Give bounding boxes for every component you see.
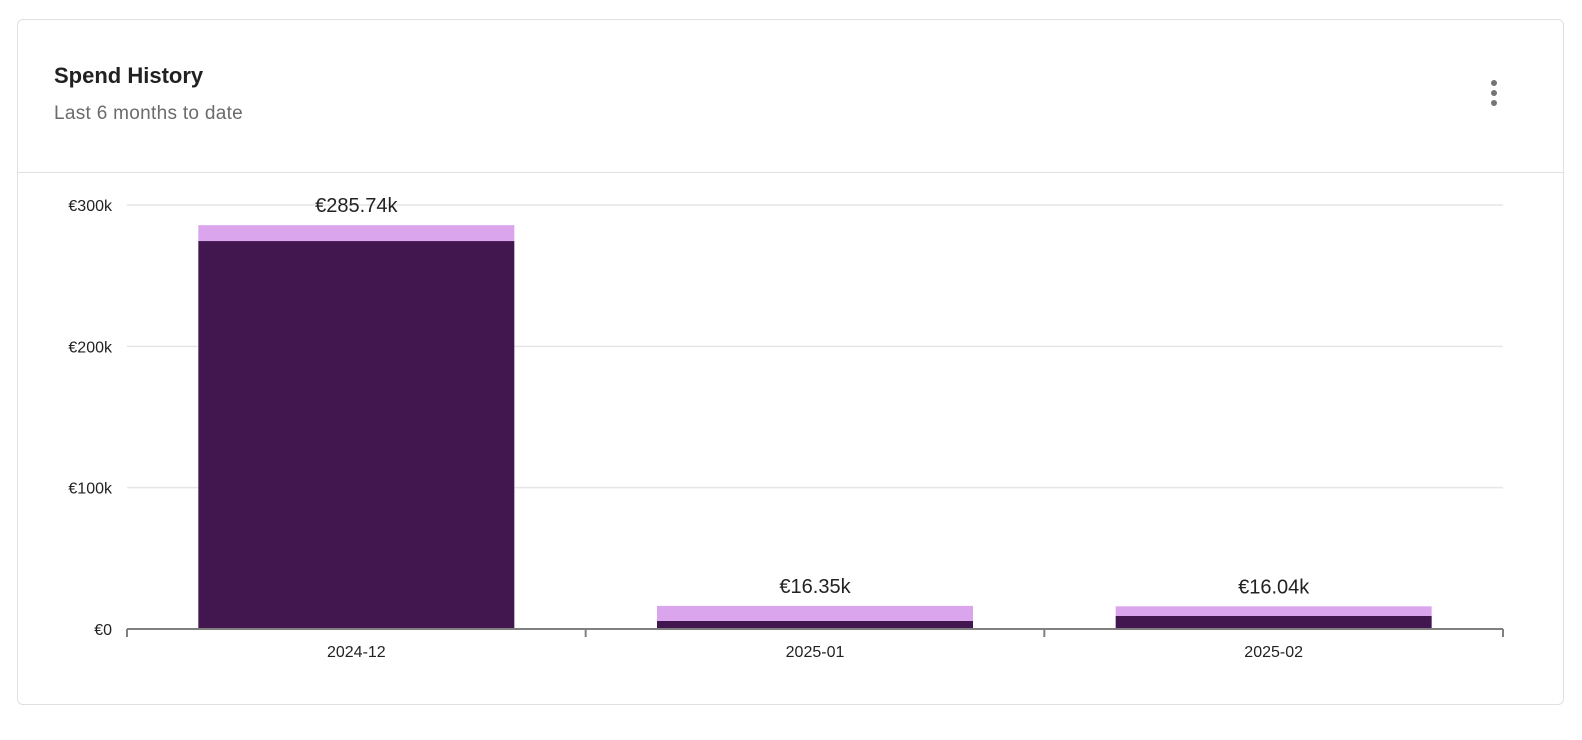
card-subtitle: Last 6 months to date xyxy=(54,103,244,124)
more-vertical-icon xyxy=(1491,80,1497,86)
bar-segment-secondary[interactable] xyxy=(657,605,973,621)
bar-2025-01[interactable] xyxy=(657,605,973,629)
more-vertical-icon-dot xyxy=(1491,100,1497,106)
bar-segment-secondary[interactable] xyxy=(1115,606,1432,616)
more-options-button[interactable] xyxy=(1480,73,1508,113)
card-title: Spend History xyxy=(54,63,204,88)
bar-segment-primary[interactable] xyxy=(657,620,973,629)
bar-2024-12[interactable] xyxy=(198,225,515,630)
bar-segment-primary[interactable] xyxy=(198,241,515,630)
card-header: Spend History Last 6 months to date xyxy=(18,20,1563,173)
bar-segment-primary[interactable] xyxy=(1115,615,1432,629)
more-vertical-icon-dot xyxy=(1491,90,1497,96)
bar-segment-secondary[interactable] xyxy=(198,225,515,242)
bar-2025-02[interactable] xyxy=(1115,606,1432,629)
